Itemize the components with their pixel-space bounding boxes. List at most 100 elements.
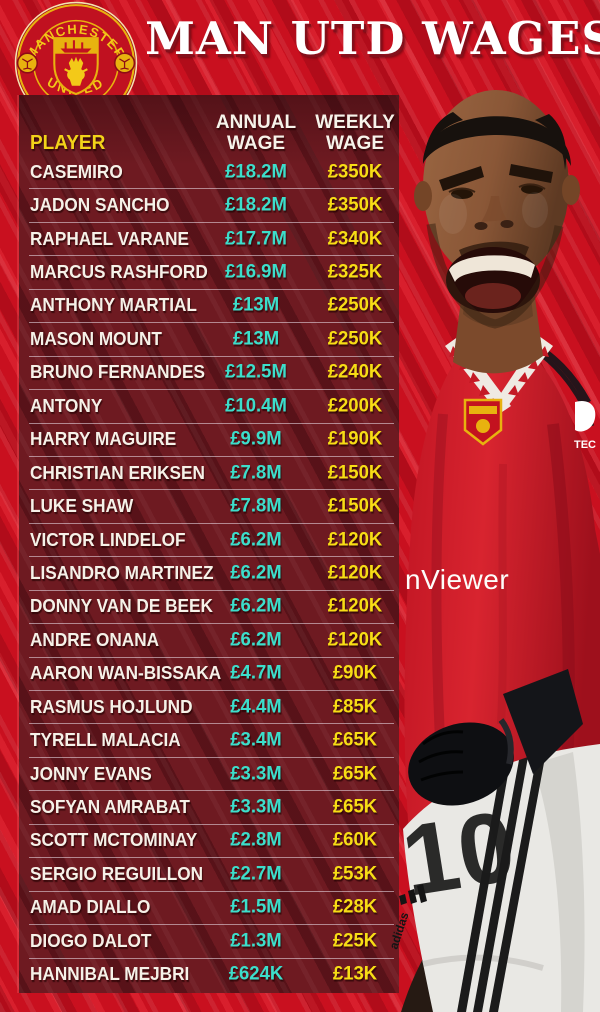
table-row: TYRELL MALACIA £3.4M £65K <box>19 723 399 756</box>
weekly-wage: £60K <box>332 828 378 851</box>
annual-wage: £2.7M <box>230 862 282 885</box>
player-name: MARCUS RASHFORD <box>30 261 208 283</box>
player-photo: TEC nViewer <box>387 90 600 1012</box>
table-row: SCOTT MCTOMINAY £2.8M £60K <box>19 823 399 857</box>
wage-rows: CASEMIRO £18.2M £350K JADON SANCHO £18.2… <box>19 155 399 991</box>
table-row: ANDRE ONANA £6.2M £120K <box>19 623 399 656</box>
weekly-wage: £120K <box>327 594 383 617</box>
table-row: HANNIBAL MEJBRI £624K £13K <box>19 957 399 991</box>
weekly-wage: £85K <box>332 695 378 718</box>
player-name: AMAD DIALLO <box>30 896 151 918</box>
weekly-wage: £250K <box>327 293 383 316</box>
weekly-wage: £65K <box>332 728 378 751</box>
table-row: RASMUS HOJLUND £4.4M £85K <box>19 690 399 723</box>
player-name: ANTONY <box>30 394 103 416</box>
player-name: JADON SANCHO <box>30 194 170 216</box>
annual-wage: £1.3M <box>230 929 282 952</box>
weekly-wage: £240K <box>327 360 383 383</box>
table-row: ANTHONY MARTIAL £13M £250K <box>19 288 399 322</box>
player-name: HANNIBAL MEJBRI <box>30 963 190 985</box>
player-name: SERGIO REGUILLON <box>30 862 204 884</box>
player-name: HARRY MAGUIRE <box>30 428 177 450</box>
weekly-wage-column-header: WEEKLY WAGE <box>315 112 395 155</box>
table-row: CASEMIRO £18.2M £350K <box>19 155 399 188</box>
player-name: ANDRE ONANA <box>30 628 160 650</box>
crest-football-left <box>16 52 39 74</box>
weekly-wage: £350K <box>327 160 383 183</box>
weekly-wage: £350K <box>327 193 383 216</box>
player-name: VICTOR LINDELOF <box>30 528 186 550</box>
weekly-wage: £53K <box>332 862 378 885</box>
player-column-header: PLAYER <box>30 132 106 154</box>
crest-football-right <box>113 52 136 74</box>
annual-wage: £4.7M <box>230 661 282 684</box>
weekly-wage: £190K <box>327 427 383 450</box>
annual-wage: £18.2M <box>225 193 287 216</box>
shorts-number: 10 <box>395 790 522 918</box>
glove <box>408 669 583 806</box>
table-row: AMAD DIALLO £1.5M £28K <box>19 890 399 924</box>
weekly-wage: £340K <box>327 227 383 250</box>
player-name: CHRISTIAN ERIKSEN <box>30 461 205 483</box>
annual-wage: £6.2M <box>230 561 282 584</box>
annual-wage: £17.7M <box>225 227 287 250</box>
weekly-wage: £90K <box>332 661 378 684</box>
player-name: LISANDRO MARTINEZ <box>30 561 214 583</box>
table-row: ANTONY £10.4M £200K <box>19 389 399 422</box>
annual-wage: £9.9M <box>230 427 282 450</box>
annual-wage: £6.2M <box>230 628 282 651</box>
weekly-wage: £28K <box>332 895 378 918</box>
annual-wage: £624K <box>228 962 284 985</box>
table-row: LUKE SHAW £7.8M £150K <box>19 489 399 522</box>
sleeve-sponsor: TEC <box>574 400 596 451</box>
table-row: LISANDRO MARTINEZ £6.2M £120K <box>19 556 399 589</box>
player-name: BRUNO FERNANDES <box>30 361 205 383</box>
shirt-crest-patch <box>463 398 503 446</box>
player-name: MASON MOUNT <box>30 327 162 349</box>
table-row: BRUNO FERNANDES £12.5M £240K <box>19 355 399 389</box>
player-name: SOFYAN AMRABAT <box>30 796 190 818</box>
table-row: JONNY EVANS £3.3M £65K <box>19 756 399 790</box>
weekly-wage: £150K <box>327 461 383 484</box>
table-row: DIOGO DALOT £1.3M £25K <box>19 924 399 957</box>
annual-wage: £13M <box>232 293 280 316</box>
annual-wage: £2.8M <box>230 828 282 851</box>
player-name: ANTHONY MARTIAL <box>30 294 197 316</box>
annual-wage: £6.2M <box>230 528 282 551</box>
annual-wage: £1.5M <box>230 895 282 918</box>
table-row: RAPHAEL VARANE £17.7M £340K <box>19 221 399 255</box>
weekly-wage: £120K <box>327 528 383 551</box>
table-row: JADON SANCHO £18.2M £350K <box>19 188 399 221</box>
player-name: TYRELL MALACIA <box>30 729 181 751</box>
annual-wage: £6.2M <box>230 594 282 617</box>
table-row: SERGIO REGUILLON £2.7M £53K <box>19 857 399 890</box>
player-name: CASEMIRO <box>30 160 123 182</box>
player-face <box>414 90 580 329</box>
weekly-wage: £250K <box>327 327 383 350</box>
annual-wage: £3.3M <box>230 795 282 818</box>
crest-shield <box>53 37 99 96</box>
page-title: MAN UTD WAGES <box>145 11 600 65</box>
table-row: AARON WAN-BISSAKA £4.7M £90K <box>19 656 399 690</box>
annual-wage: £10.4M <box>225 394 287 417</box>
weekly-wage: £25K <box>332 929 378 952</box>
annual-wage: £4.4M <box>230 695 282 718</box>
table-row: CHRISTIAN ERIKSEN £7.8M £150K <box>19 455 399 489</box>
wages-table: PLAYER ANNUAL WAGE WEEKLY WAGE CASEMIRO … <box>19 95 399 993</box>
table-row: SOFYAN AMRABAT £3.3M £65K <box>19 790 399 823</box>
annual-wage: £18.2M <box>225 160 287 183</box>
shorts: 10 adidas <box>387 744 600 1012</box>
adidas-logo-icon <box>399 884 427 905</box>
player-name: RASMUS HOJLUND <box>30 695 193 717</box>
weekly-wage: £325K <box>327 260 383 283</box>
annual-wage: £3.4M <box>230 728 282 751</box>
player-name: SCOTT MCTOMINAY <box>30 829 198 851</box>
weekly-wage: £65K <box>332 762 378 785</box>
table-row: VICTOR LINDELOF £6.2M £120K <box>19 522 399 556</box>
table-row: MASON MOUNT £13M £250K <box>19 322 399 355</box>
player-name: DONNY VAN DE BEEK <box>30 595 213 617</box>
player-name: DIOGO DALOT <box>30 929 152 951</box>
weekly-wage: £65K <box>332 795 378 818</box>
annual-wage: £7.8M <box>230 494 282 517</box>
